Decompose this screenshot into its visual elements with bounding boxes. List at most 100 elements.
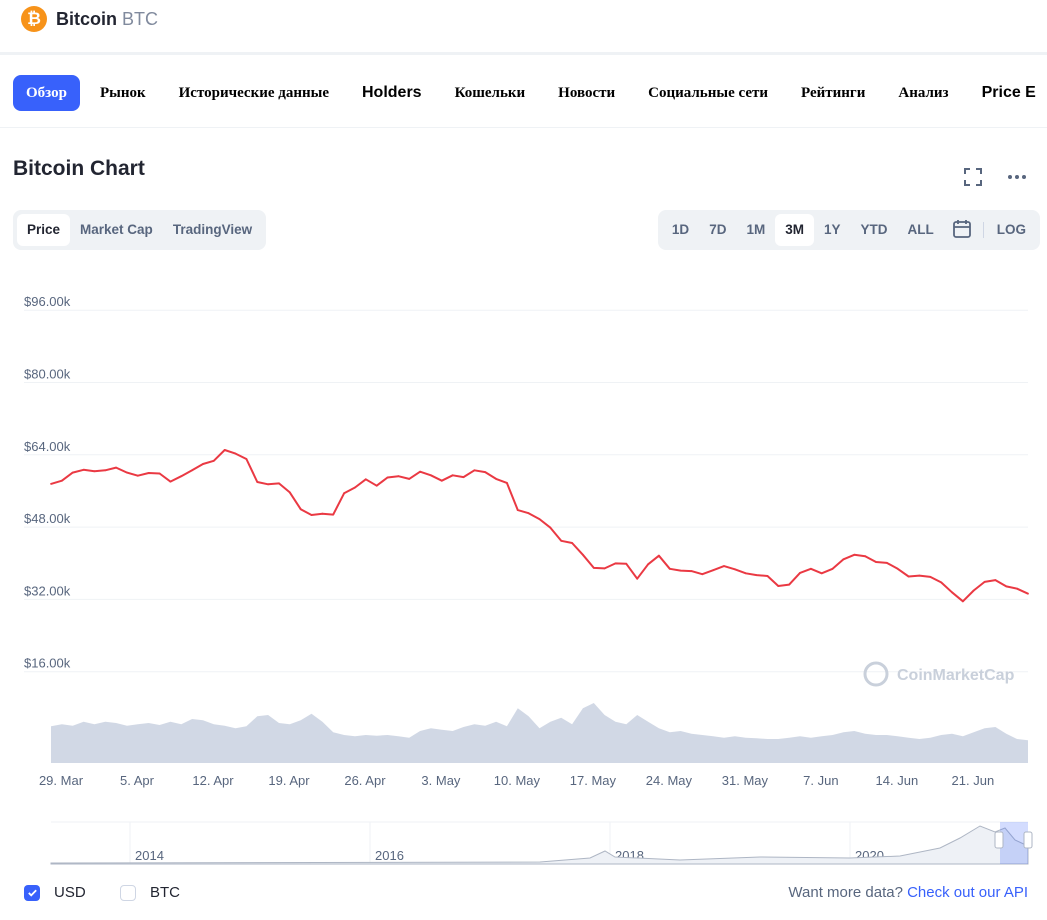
price-point	[147, 472, 150, 474]
price-point	[321, 512, 324, 515]
coinmarketcap-watermark: CoinMarketCap	[863, 661, 1015, 687]
x-tick-label: 21. Jun	[952, 773, 995, 788]
price-point	[875, 561, 877, 563]
range-tab-1m[interactable]: 1M	[746, 222, 766, 237]
chart-title: Bitcoin Chart	[13, 157, 145, 180]
price-point	[723, 565, 725, 567]
price-point	[560, 539, 563, 542]
usd-checkbox[interactable]	[24, 884, 40, 901]
price-point	[245, 458, 248, 460]
nav-item-0[interactable]: Обзор	[13, 75, 80, 111]
price-point	[288, 491, 291, 494]
price-point	[136, 474, 139, 477]
watermark-text: CoinMarketCap	[897, 667, 1015, 684]
price-point	[538, 518, 541, 520]
range-navigator[interactable]: 2014 2016 2018 2020	[0, 815, 1047, 870]
price-point	[658, 554, 660, 557]
price-point	[386, 476, 389, 479]
nav-item-7[interactable]: Рейтинги	[801, 85, 866, 101]
y-tick-label: $32.00k	[24, 583, 71, 598]
price-point	[223, 449, 226, 451]
price-point	[831, 567, 834, 570]
more-icon[interactable]	[1005, 165, 1029, 189]
price-point	[202, 463, 204, 465]
price-point	[734, 568, 736, 571]
price-point	[354, 486, 356, 489]
price-point	[842, 558, 845, 561]
price-point	[820, 572, 823, 575]
price-point	[755, 574, 758, 576]
more-data-prompt: Want more data?	[788, 884, 903, 901]
range-tab-1y[interactable]: 1Y	[823, 222, 841, 237]
legend-btc[interactable]: BTC	[120, 884, 180, 901]
nav-item-5[interactable]: Новости	[558, 85, 616, 101]
price-point	[864, 555, 867, 558]
view-tab-price[interactable]: Price	[17, 214, 71, 246]
nav-item-3[interactable]: Holders	[362, 84, 422, 101]
btc-label: BTC	[150, 884, 180, 901]
navigator-handle-left[interactable]	[994, 831, 1004, 849]
legend-usd[interactable]: USD	[24, 884, 86, 901]
range-tab-all[interactable]: ALL	[907, 222, 934, 237]
calendar-icon[interactable]	[944, 214, 980, 246]
y-tick-label: $80.00k	[24, 367, 71, 382]
btc-checkbox[interactable]	[120, 884, 136, 901]
navigator-selection[interactable]	[1000, 822, 1028, 864]
y-tick-label: $96.00k	[24, 294, 71, 309]
price-point	[766, 575, 769, 577]
price-point	[299, 508, 302, 511]
log-scale-toggle[interactable]: LOG	[996, 222, 1026, 237]
nav-item-9[interactable]: Price E	[981, 84, 1036, 101]
price-point	[1016, 587, 1018, 590]
range-tab-7d[interactable]: 7D	[709, 222, 727, 237]
volume-area	[51, 703, 1028, 763]
price-point	[364, 478, 367, 481]
price-line	[50, 449, 1029, 603]
price-point	[50, 483, 52, 485]
chart-view-tabs: Price Market Cap TradingView	[13, 210, 267, 250]
price-point	[310, 514, 313, 516]
range-tab-ytd[interactable]: YTD	[860, 222, 888, 237]
nav-item-1[interactable]: Рынок	[99, 85, 146, 101]
price-point	[712, 569, 715, 572]
x-tick-label: 14. Jun	[876, 773, 919, 788]
price-point	[636, 577, 639, 580]
range-tab-3m[interactable]: 3M	[775, 214, 814, 246]
bitcoin-logo-icon: ₿	[21, 6, 47, 32]
price-point	[549, 526, 552, 529]
x-tick-label: 10. May	[494, 773, 541, 788]
price-point	[690, 570, 693, 572]
price-point	[332, 513, 335, 516]
range-tab-1d[interactable]: 1D	[671, 222, 690, 237]
price-point	[495, 478, 497, 480]
price-point	[191, 469, 194, 472]
price-point	[592, 567, 595, 569]
coin-name: Bitcoin	[56, 8, 117, 29]
view-tab-market-cap[interactable]: Market Cap	[80, 222, 153, 237]
nav-item-8[interactable]: Анализ	[898, 85, 949, 101]
coin-symbol: BTC	[122, 8, 158, 29]
view-tab-tradingview[interactable]: TradingView	[172, 222, 253, 237]
price-point	[994, 579, 997, 581]
x-tick-label: 26. Apr	[344, 773, 386, 788]
price-point	[169, 480, 172, 483]
chart-range-tabs: 1D 7D 1M 3M 1Y YTD ALL LOG	[657, 210, 1040, 250]
nav-item-6[interactable]: Социальные сети	[648, 85, 769, 101]
price-point	[571, 542, 573, 544]
nav-item-4[interactable]: Кошельки	[454, 85, 526, 101]
price-point	[397, 475, 400, 478]
price-chart[interactable]: $16.00k $32.00k $48.00k $64.00k $80.00k $96.0…	[0, 260, 1047, 800]
brand: ₿ Bitcoin BTC	[21, 5, 158, 33]
price-point	[104, 469, 107, 472]
x-tick-label: 7. Jun	[803, 773, 838, 788]
price-point	[1027, 592, 1029, 595]
price-point	[126, 471, 128, 474]
y-tick-label: $64.00k	[24, 439, 71, 454]
check-icon	[27, 889, 37, 897]
navigator-handle-right[interactable]	[1023, 831, 1033, 849]
section-nav: Обзор Рынок Исторические данные Holders Коше…	[13, 75, 1047, 111]
api-link[interactable]: Check out our API	[907, 884, 1028, 901]
nav-item-2[interactable]: Исторические данные	[178, 85, 329, 101]
fullscreen-icon[interactable]	[961, 165, 985, 189]
price-point	[701, 573, 704, 576]
